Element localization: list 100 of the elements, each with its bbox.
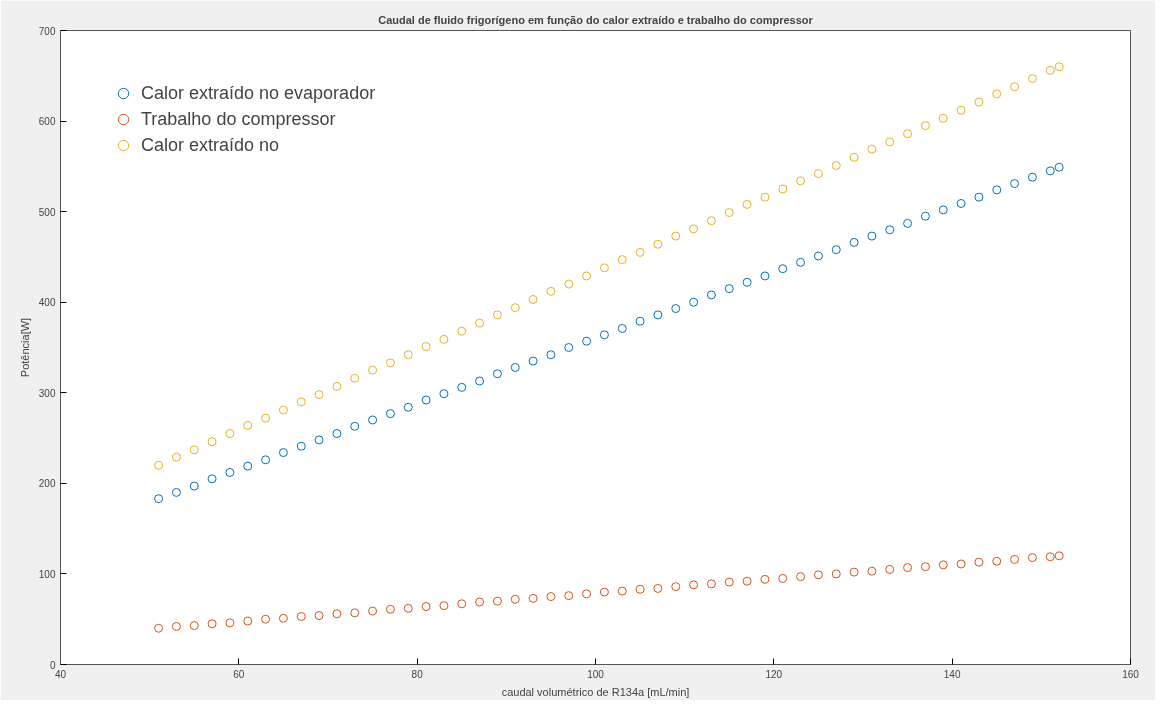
- point: [368, 365, 378, 375]
- x-tick-label: 140: [943, 668, 961, 680]
- point: [296, 441, 306, 451]
- point: [938, 113, 948, 123]
- point: [1027, 74, 1037, 83]
- point: [813, 169, 823, 179]
- point: [1054, 62, 1064, 72]
- point: [974, 557, 984, 567]
- point: [849, 567, 859, 577]
- point: [1010, 554, 1020, 564]
- point: [1045, 166, 1055, 176]
- point: [956, 105, 966, 115]
- point: [635, 584, 645, 594]
- x-tick-label: 60: [233, 668, 245, 680]
- point: [617, 255, 627, 265]
- point: [225, 429, 235, 439]
- point: [599, 263, 609, 273]
- point: [296, 397, 306, 407]
- point: [706, 579, 716, 589]
- point: [261, 455, 271, 465]
- point: [599, 330, 609, 340]
- point: [421, 395, 431, 405]
- point: [974, 192, 984, 202]
- point: [546, 350, 556, 360]
- point: [796, 176, 806, 186]
- point: [582, 336, 592, 346]
- point: [564, 343, 574, 352]
- point: [903, 218, 913, 228]
- point: [831, 245, 841, 255]
- point: [885, 564, 895, 574]
- point: [368, 606, 378, 616]
- point: [439, 389, 449, 399]
- point: [350, 373, 360, 383]
- y-tick-label: 400: [38, 297, 56, 309]
- x-tick-label: 160: [1122, 668, 1140, 680]
- point: [599, 587, 609, 597]
- point: [225, 618, 235, 628]
- point: [278, 405, 288, 415]
- point: [867, 231, 877, 241]
- point: [510, 594, 520, 604]
- point: [635, 247, 645, 257]
- point: [546, 286, 556, 296]
- point: [742, 277, 752, 287]
- point: [653, 310, 663, 320]
- y-tick-label: 500: [38, 206, 56, 218]
- point: [920, 562, 930, 572]
- y-tick-label: 300: [38, 387, 56, 399]
- point: [171, 452, 181, 462]
- y-axis-title: Potência[W]: [18, 317, 31, 378]
- point: [689, 580, 699, 590]
- point: [492, 310, 502, 320]
- point: [403, 402, 413, 412]
- point: [171, 621, 181, 631]
- point: [974, 97, 984, 107]
- y-tick-label: 200: [38, 478, 56, 490]
- point: [760, 574, 770, 584]
- point: [189, 445, 199, 455]
- point: [671, 231, 681, 241]
- point: [171, 487, 181, 497]
- point: [207, 437, 217, 447]
- point: [617, 586, 627, 596]
- point: [992, 556, 1002, 566]
- point: [385, 604, 395, 614]
- point: [742, 576, 752, 586]
- point: [742, 199, 752, 209]
- point: [350, 421, 360, 431]
- point: [189, 621, 199, 631]
- point: [154, 623, 164, 633]
- point: [671, 582, 681, 592]
- point: [903, 563, 913, 573]
- point: [403, 603, 413, 613]
- point: [332, 609, 342, 619]
- point: [457, 599, 467, 609]
- point: [492, 369, 502, 379]
- point: [475, 318, 485, 328]
- point: [243, 420, 253, 430]
- point: [778, 573, 788, 583]
- x-tick-label: 80: [411, 668, 424, 680]
- point: [653, 583, 663, 593]
- point: [849, 237, 859, 247]
- point: [278, 448, 288, 458]
- point: [706, 290, 716, 300]
- point: [796, 572, 806, 582]
- point: [154, 494, 164, 504]
- y-tick-label: 100: [38, 568, 56, 580]
- point: [528, 593, 538, 603]
- point: [992, 89, 1002, 99]
- point: [760, 271, 770, 281]
- point: [332, 429, 342, 439]
- point: [403, 350, 413, 360]
- point: [938, 205, 948, 215]
- point: [920, 211, 930, 221]
- point: [314, 390, 324, 400]
- point: [920, 121, 930, 131]
- point: [1045, 65, 1055, 75]
- point: [885, 137, 895, 147]
- point: [849, 152, 859, 162]
- point: [439, 334, 449, 344]
- point: [671, 304, 681, 314]
- x-tick-label: 100: [587, 668, 605, 680]
